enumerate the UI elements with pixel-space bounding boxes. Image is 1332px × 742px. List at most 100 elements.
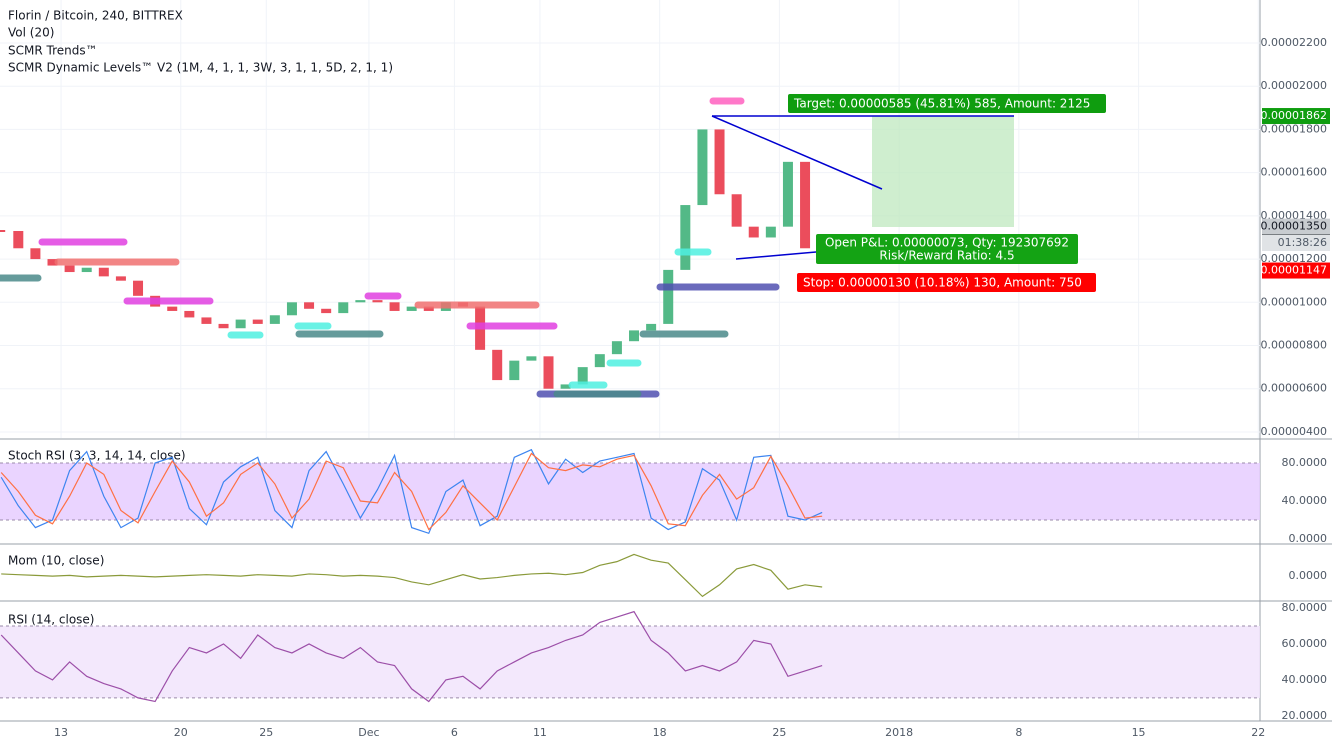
indicator-line bbox=[0, 452, 823, 531]
x-tick-label: 25 bbox=[259, 726, 273, 739]
x-tick-label: 6 bbox=[451, 726, 458, 739]
candle bbox=[304, 302, 315, 309]
y-tick-label: 0.00000800 bbox=[1261, 339, 1327, 352]
x-tick-label: 15 bbox=[1132, 726, 1146, 739]
pnl-label: Open P&L: 0.00000073, Qty: 192307692 bbox=[825, 236, 1069, 250]
y-tick-label: 80.0000 bbox=[1282, 456, 1328, 469]
x-tick-label: 8 bbox=[1015, 726, 1022, 739]
candle bbox=[321, 308, 332, 314]
y-tick-label: 0.00001800 bbox=[1261, 122, 1327, 135]
candle bbox=[252, 319, 263, 324]
candle bbox=[218, 323, 229, 329]
price-label: 0.00001862 bbox=[1261, 109, 1327, 122]
y-tick-label: 0.00001400 bbox=[1261, 209, 1327, 222]
candle bbox=[748, 226, 759, 238]
candle bbox=[680, 205, 691, 270]
candle bbox=[355, 300, 366, 303]
candle bbox=[115, 276, 126, 281]
candle bbox=[697, 129, 708, 206]
candle bbox=[64, 265, 75, 273]
candle bbox=[765, 226, 776, 238]
y-tick-label: 60.0000 bbox=[1282, 637, 1328, 650]
candle bbox=[133, 280, 144, 296]
target-label-box bbox=[788, 94, 1106, 113]
target-label: Target: 0.00000585 (45.81%) 585, Amount:… bbox=[793, 97, 1090, 111]
x-tick-label: 13 bbox=[54, 726, 68, 739]
chart-title: Florin / Bitcoin, 240, BITTREX bbox=[8, 9, 183, 23]
y-tick-label: 40.0000 bbox=[1282, 494, 1328, 507]
price-label-box bbox=[1262, 218, 1330, 235]
y-tick-label: 0.00002000 bbox=[1261, 79, 1327, 92]
candle bbox=[389, 302, 400, 311]
pane-title: Mom (10, close) bbox=[8, 554, 104, 568]
dynamic-levels bbox=[0, 97, 780, 398]
indicator-line bbox=[0, 448, 823, 535]
pane-title: Stoch RSI (3, 3, 14, 14, close) bbox=[8, 449, 186, 463]
y-tick-label: 0.00000400 bbox=[1261, 425, 1327, 438]
band bbox=[0, 462, 1260, 521]
candle bbox=[30, 248, 41, 260]
candle bbox=[184, 310, 195, 318]
candle bbox=[406, 306, 417, 311]
x-tick-label: Dec bbox=[358, 726, 379, 739]
trend-line bbox=[735, 251, 817, 260]
trade-tool[interactable]: Target: 0.00000585 (45.81%) 585, Amount:… bbox=[711, 94, 1106, 292]
x-tick-label: 22 bbox=[1251, 726, 1265, 739]
candle bbox=[800, 161, 811, 249]
pnl-label-box bbox=[816, 234, 1078, 264]
candle bbox=[526, 356, 537, 361]
y-tick-label: 80.0000 bbox=[1282, 601, 1328, 614]
price-label-box bbox=[1262, 108, 1330, 125]
y-tick-label: 0.00002200 bbox=[1261, 36, 1327, 49]
candle bbox=[98, 267, 109, 277]
x-tick-label: 2018 bbox=[885, 726, 913, 739]
candle bbox=[81, 267, 92, 273]
candle bbox=[338, 302, 349, 314]
candle bbox=[560, 384, 571, 389]
candle bbox=[629, 330, 640, 342]
price-label: 0.00001350 bbox=[1261, 220, 1327, 233]
candle bbox=[714, 129, 725, 195]
x-tick-label: 18 bbox=[653, 726, 667, 739]
countdown: 01:38:26 bbox=[1278, 236, 1327, 249]
y-tick-label: 0.00001000 bbox=[1261, 295, 1327, 308]
candle bbox=[47, 259, 58, 266]
y-tick-label: 0.0000 bbox=[1289, 532, 1328, 545]
candle bbox=[543, 356, 554, 389]
candle bbox=[594, 354, 605, 368]
trend-line bbox=[711, 115, 883, 190]
candle bbox=[235, 319, 246, 329]
y-tick-label: 0.00001600 bbox=[1261, 166, 1327, 179]
candle bbox=[782, 161, 793, 227]
candle bbox=[286, 302, 297, 316]
indicator-line bbox=[0, 610, 823, 703]
y-tick-label: 0.00000600 bbox=[1261, 382, 1327, 395]
price-label: 0.00001147 bbox=[1261, 264, 1327, 277]
y-tick-label: 20.0000 bbox=[1282, 709, 1328, 722]
price-label-box bbox=[1262, 262, 1330, 279]
pane-title: RSI (14, close) bbox=[8, 613, 94, 627]
candle bbox=[663, 269, 674, 324]
countdown-box bbox=[1262, 235, 1330, 251]
y-tick-label: 0.0000 bbox=[1289, 569, 1328, 582]
candle bbox=[611, 341, 622, 355]
header: Florin / Bitcoin, 240, BITTREX Vol (20) … bbox=[8, 9, 393, 75]
candle bbox=[269, 315, 280, 324]
candle bbox=[509, 360, 520, 381]
x-tick-label: 20 bbox=[174, 726, 188, 739]
target-zone bbox=[872, 116, 1014, 227]
candle bbox=[167, 306, 178, 311]
candle bbox=[372, 300, 383, 303]
indicator-label: SCMR Trends™ bbox=[8, 44, 98, 58]
candle bbox=[492, 349, 503, 381]
stop-label: Stop: 0.00000130 (10.18%) 130, Amount: 7… bbox=[803, 276, 1082, 290]
candle bbox=[577, 367, 588, 385]
x-tick-label: 11 bbox=[533, 726, 547, 739]
ratio-label: Risk/Reward Ratio: 4.5 bbox=[879, 249, 1014, 263]
stop-label-box bbox=[797, 273, 1096, 292]
y-tick-label: 0.00001200 bbox=[1261, 252, 1327, 265]
candle bbox=[731, 194, 742, 227]
candle bbox=[646, 323, 657, 331]
